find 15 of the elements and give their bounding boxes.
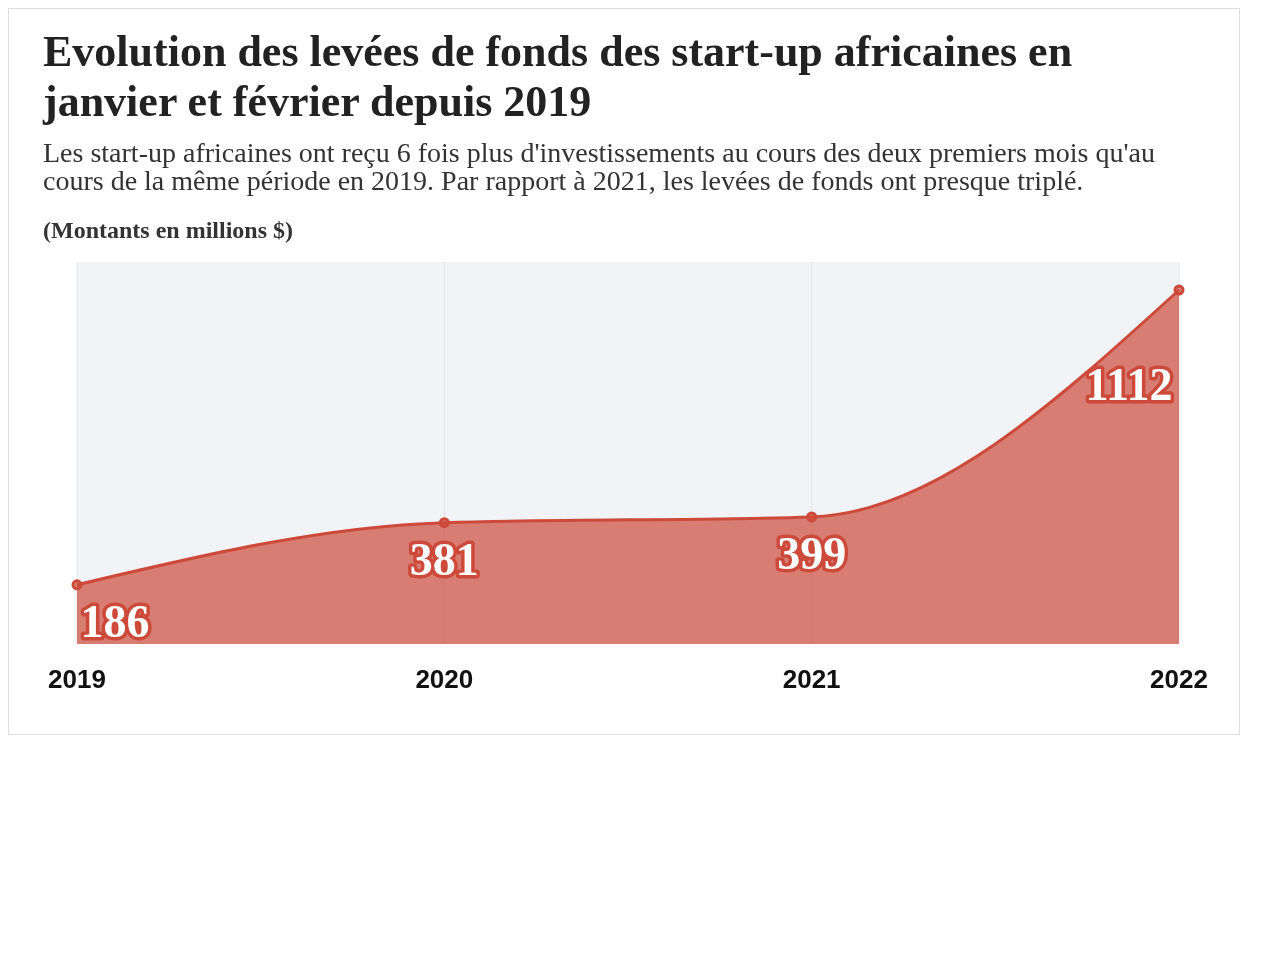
chart-subtitle: Les start-up africaines ont reçu 6 fois plus d'investissements au cours des deux premiers mois qu'au cours de la même période en 2019. Par rapport à 2021, les levées de fonds ont presque triplé. bbox=[43, 137, 1156, 196]
point bbox=[806, 511, 818, 523]
x-tick-label: 2020 bbox=[415, 664, 474, 695]
x-tick-label: 2022 bbox=[1150, 664, 1208, 695]
data-label: 381 bbox=[409, 533, 479, 585]
y-axis-title: (Montants en millions $) bbox=[43, 217, 294, 244]
data-label: 399 bbox=[777, 527, 847, 579]
data-label: 1112 bbox=[1085, 359, 1173, 411]
point bbox=[71, 579, 83, 591]
x-tick-label: 2021 bbox=[782, 664, 841, 695]
x-tick-label: 2019 bbox=[48, 664, 106, 695]
point bbox=[438, 517, 450, 529]
chart-title: Evolution des levées de fonds des start-up africaines en janvier et février depuis 2019 bbox=[43, 27, 1074, 127]
data-label: 186 bbox=[80, 595, 150, 647]
point bbox=[1173, 284, 1185, 296]
